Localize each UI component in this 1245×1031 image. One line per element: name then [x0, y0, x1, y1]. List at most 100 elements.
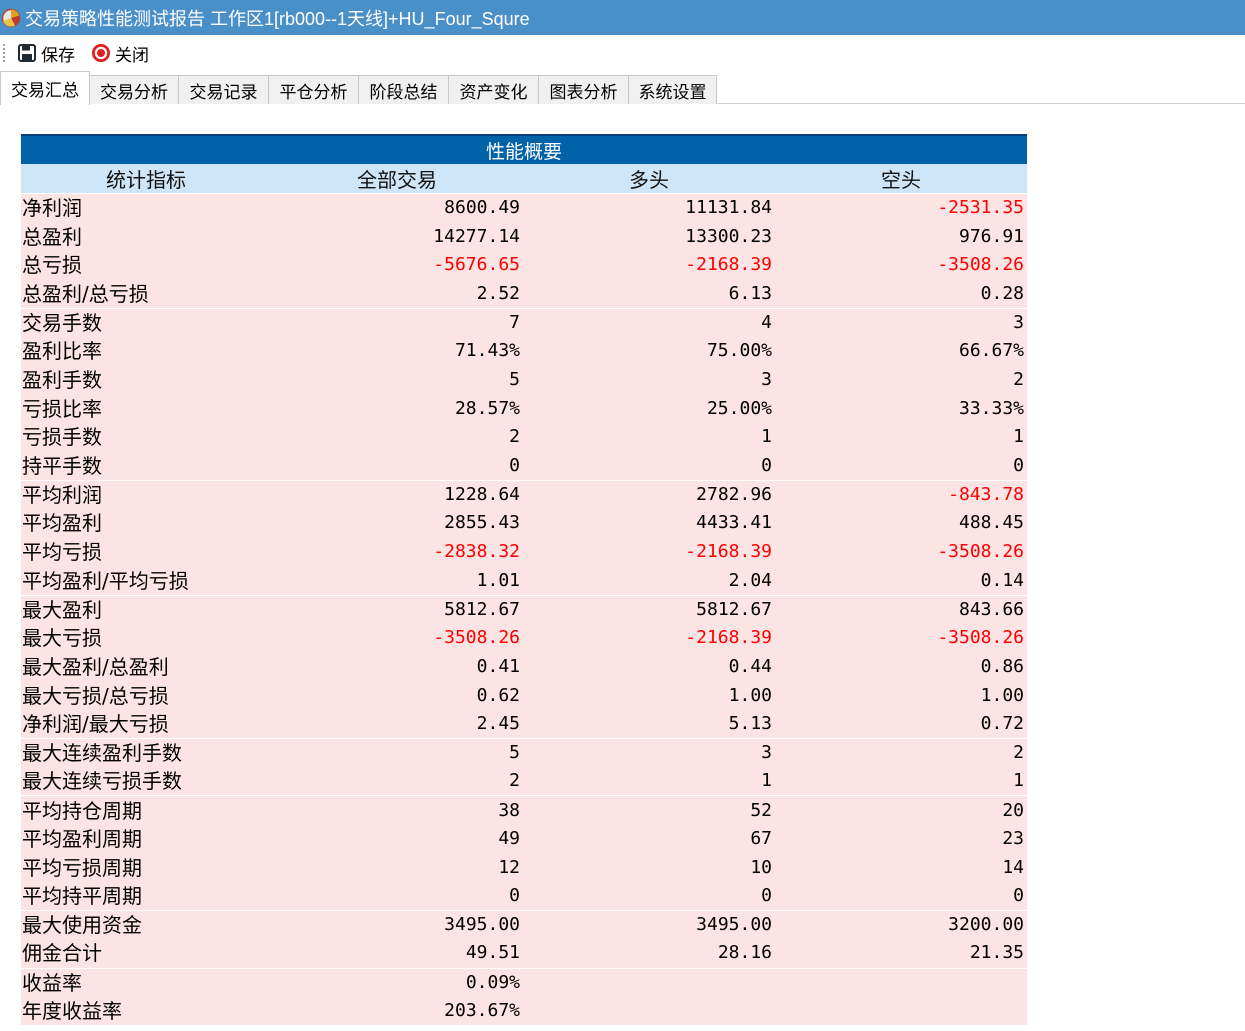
table-row: 总盈利 14277.14 13300.23 976.91 [21, 222, 1028, 251]
table-row: 平均持平周期 0 0 0 [21, 882, 1028, 911]
header-metric: 统计指标 [21, 164, 271, 194]
row-value: 3 [523, 365, 775, 395]
row-value: 1.01 [271, 566, 523, 596]
table-row: 盈利比率 71.43% 75.00% 66.67% [21, 336, 1028, 366]
row-value: 203.67% [271, 996, 523, 1026]
performance-summary-table: 性能概要 统计指标 全部交易 多头 空头 净利润 8600.49 11131.84-… [21, 134, 1028, 1026]
row-label: 平均亏损 [21, 537, 271, 567]
row-value: -843.78 [775, 479, 1028, 510]
table-row: 持平手数 0 0 0 [21, 451, 1028, 481]
row-value: 1.00 [775, 681, 1028, 710]
row-value: 23 [775, 824, 1028, 854]
row-value: 14 [775, 853, 1028, 882]
row-value: 976.91 [775, 222, 1028, 251]
table-row: 最大使用资金 3495.00 3495.00 3200.00 [21, 910, 1028, 940]
table-row: 平均盈利 2855.43 4433.41 488.45 [21, 509, 1028, 538]
table-row: 净利润/最大亏损 2.45 5.13 0.72 [21, 709, 1028, 739]
row-value: 2 [775, 365, 1028, 395]
row-value: 4433.41 [523, 509, 775, 538]
row-value: 2 [271, 767, 523, 796]
row-value: -2168.39 [523, 250, 775, 280]
row-value: -2168.39 [523, 623, 775, 653]
row-value: 5812.67 [523, 594, 775, 624]
row-label: 最大连续亏损手数 [21, 767, 271, 796]
row-value: -2838.32 [271, 537, 523, 567]
row-label: 盈利手数 [21, 365, 271, 395]
row-value: 843.66 [775, 594, 1028, 624]
row-value: 0.86 [775, 652, 1028, 682]
tab-label: 系统设置 [638, 82, 707, 103]
tab-trade-records[interactable]: 交易记录 [178, 75, 269, 104]
window-title: 交易策略性能测试报告 工作区1[rb000--1天线]+HU_Four_Squr… [25, 8, 530, 29]
row-value: 3 [523, 738, 775, 768]
tab-trade-summary[interactable]: 交易汇总 [0, 71, 90, 105]
table-row: 最大盈利/总盈利 0.41 0.44 0.86 [21, 652, 1028, 682]
tab-chart-analysis[interactable]: 图表分析 [538, 75, 629, 104]
row-label: 净利润/最大亏损 [21, 709, 271, 739]
table-row: 佣金合计 49.51 28.16 21.35 [21, 939, 1028, 969]
close-button[interactable]: 关闭 [86, 39, 154, 67]
tab-trade-analysis[interactable]: 交易分析 [89, 75, 179, 104]
tab-label: 阶段总结 [369, 82, 438, 103]
row-value: 3495.00 [271, 910, 523, 940]
row-label: 持平手数 [21, 451, 271, 481]
table-row: 亏损手数 2 1 1 [21, 423, 1028, 452]
row-value: 1 [775, 423, 1028, 452]
row-value: 20 [775, 795, 1028, 825]
row-value: 67 [523, 824, 775, 854]
table-caption: 性能概要 [21, 134, 1028, 164]
save-button[interactable]: 保存 [12, 39, 80, 67]
table-row: 总盈利/总亏损 2.52 6.13 0.28 [21, 279, 1028, 309]
empty-cell [523, 996, 775, 1026]
table-row: 最大亏损/总亏损 0.62 1.00 1.00 [21, 681, 1028, 710]
row-value: -3508.26 [775, 250, 1028, 280]
toolbar-grip[interactable] [2, 43, 6, 63]
row-value: 3200.00 [775, 910, 1028, 940]
row-value: 8600.49 [271, 193, 523, 223]
table-row: 收益率 0.09% [21, 967, 1028, 997]
row-label: 平均亏损周期 [21, 853, 271, 882]
row-value: 12 [271, 853, 523, 882]
tab-system-settings[interactable]: 系统设置 [628, 75, 717, 104]
row-value: 488.45 [775, 509, 1028, 538]
row-label: 平均盈利周期 [21, 824, 271, 854]
table-row: 平均亏损 -2838.32 -2168.39 -3508.26 [21, 537, 1028, 567]
row-value: 1 [775, 767, 1028, 796]
row-label: 总亏损 [21, 250, 271, 280]
table-row: 净利润 8600.49 11131.84 -2531.35 [21, 193, 1028, 223]
row-value: 28.57% [271, 394, 523, 423]
table-row: 交易手数 7 4 3 [21, 307, 1028, 337]
header-long: 多头 [523, 164, 775, 194]
row-value: 49 [271, 824, 523, 854]
row-value: 0.28 [775, 279, 1028, 309]
tab-label: 交易记录 [189, 82, 258, 103]
row-value: 2.45 [271, 709, 523, 739]
row-value: 3495.00 [523, 910, 775, 940]
row-value: 5 [271, 365, 523, 395]
table-row: 最大亏损 -3508.26 -2168.39 -3508.26 [21, 623, 1028, 653]
empty-cell [523, 967, 775, 997]
tab-asset-change[interactable]: 资产变化 [448, 75, 539, 104]
row-label: 平均利润 [21, 479, 271, 510]
row-value: 2782.96 [523, 479, 775, 510]
row-label: 平均盈利/平均亏损 [21, 566, 271, 596]
row-value: 49.51 [271, 939, 523, 969]
row-value: 2.52 [271, 279, 523, 309]
row-value: -3508.26 [271, 623, 523, 653]
tab-label: 图表分析 [549, 82, 618, 103]
tab-stage-summary[interactable]: 阶段总结 [358, 75, 449, 104]
row-value: 0.62 [271, 681, 523, 710]
row-value: 5 [271, 738, 523, 768]
row-value: 2.04 [523, 566, 775, 596]
table-row: 平均盈利/平均亏损 1.01 2.04 0.14 [21, 566, 1028, 596]
row-label: 年度收益率 [21, 996, 271, 1026]
row-value: 0 [523, 451, 775, 481]
table-row: 亏损比率 28.57% 25.00% 33.33% [21, 394, 1028, 423]
tab-label: 交易汇总 [11, 81, 79, 101]
row-value: 0 [775, 451, 1028, 481]
tab-close-analysis[interactable]: 平仓分析 [268, 75, 359, 104]
row-value: 6.13 [523, 279, 775, 309]
row-label: 交易手数 [21, 307, 271, 337]
row-label: 最大亏损/总亏损 [21, 681, 271, 710]
row-value: 0 [775, 882, 1028, 911]
